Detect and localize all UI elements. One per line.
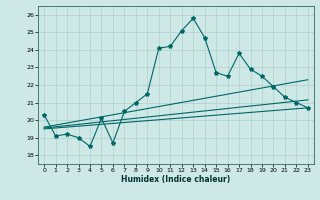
X-axis label: Humidex (Indice chaleur): Humidex (Indice chaleur): [121, 175, 231, 184]
